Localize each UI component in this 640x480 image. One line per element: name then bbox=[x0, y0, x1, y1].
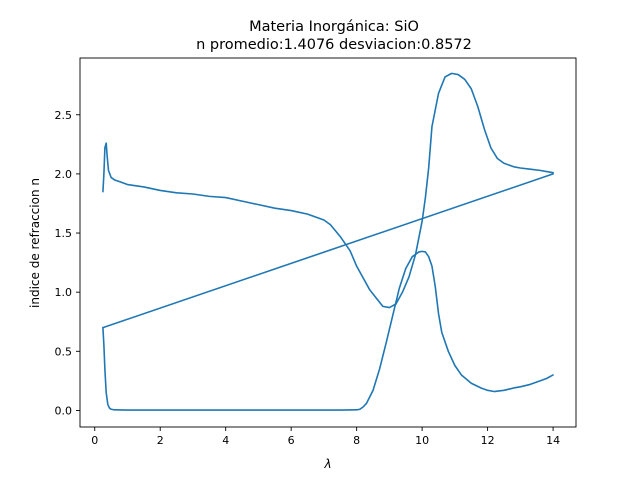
x-tick-label: 6 bbox=[288, 434, 295, 447]
y-axis-label: indice de refraccion n bbox=[28, 178, 42, 308]
axes: 0 2 4 6 8 10 12 14 0.0 0.5 1.0 1.5 2.0 2.5 bbox=[55, 57, 577, 447]
x-tick-label: 2 bbox=[157, 434, 164, 447]
chart-title: Materia Inorgánica: SiO bbox=[249, 19, 419, 35]
y-tick-label: 0.0 bbox=[55, 404, 73, 417]
y-tick-label: 1.0 bbox=[55, 286, 73, 299]
x-tick-label: 14 bbox=[546, 434, 560, 447]
chart-subtitle: n promedio:1.4076 desviacion:0.8572 bbox=[196, 37, 472, 53]
y-tick-label: 2.5 bbox=[55, 109, 73, 122]
x-tick-label: 12 bbox=[481, 434, 495, 447]
y-tick-label: 2.0 bbox=[55, 168, 73, 181]
x-tick-label: 0 bbox=[91, 434, 98, 447]
series-line-1 bbox=[102, 72, 554, 329]
series-line-2 bbox=[102, 250, 554, 411]
x-tick-label: 4 bbox=[222, 434, 229, 447]
y-tick-label: 0.5 bbox=[55, 345, 73, 358]
x-tick-label: 10 bbox=[415, 434, 429, 447]
x-axis-label: λ bbox=[323, 457, 331, 471]
plot-frame bbox=[79, 57, 577, 428]
series-layer bbox=[102, 72, 554, 411]
y-tick-label: 1.5 bbox=[55, 227, 73, 240]
x-tick-label: 8 bbox=[353, 434, 360, 447]
